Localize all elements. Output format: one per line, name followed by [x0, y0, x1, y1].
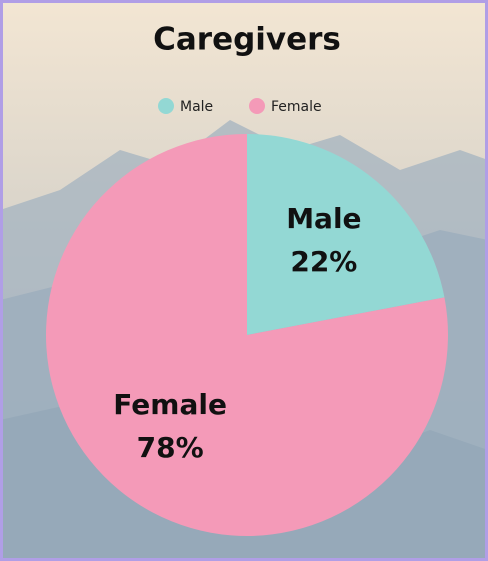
legend-swatch: [249, 98, 265, 114]
slice-value: 78%: [137, 431, 204, 464]
chart-title: Caregivers: [153, 22, 341, 58]
page: Caregivers MaleFemale Male22%Female78% (…: [0, 0, 488, 561]
legend-item[interactable]: Female: [249, 98, 322, 115]
slice-value: 22%: [290, 245, 357, 278]
slice-label: Male: [286, 202, 361, 235]
legend-label: Female: [271, 99, 322, 115]
slice-label: Female: [113, 388, 227, 421]
legend-label: Male: [180, 99, 213, 115]
legend-item[interactable]: Male: [158, 98, 213, 115]
chart: Caregivers Male Female Male 22% Female 78%: [0, 0, 488, 561]
pie: Male 22% Female 78%: [46, 134, 448, 536]
legend-swatch: [158, 98, 174, 114]
